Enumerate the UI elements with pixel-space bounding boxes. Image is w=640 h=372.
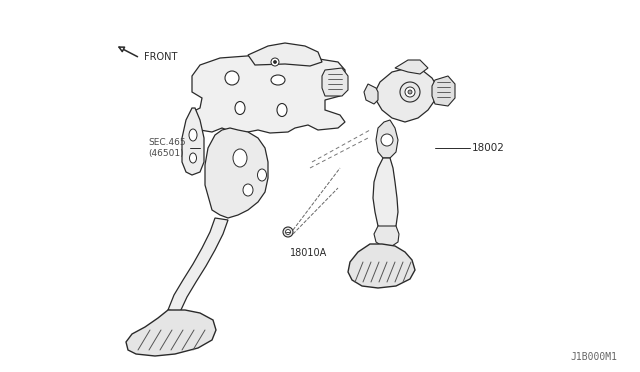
Polygon shape xyxy=(322,68,348,96)
Circle shape xyxy=(225,71,239,85)
Ellipse shape xyxy=(277,103,287,116)
Polygon shape xyxy=(376,120,398,158)
Ellipse shape xyxy=(189,129,197,141)
Polygon shape xyxy=(348,244,415,288)
Circle shape xyxy=(283,227,293,237)
Ellipse shape xyxy=(243,184,253,196)
Circle shape xyxy=(271,58,279,66)
Polygon shape xyxy=(364,84,378,104)
Polygon shape xyxy=(373,158,398,230)
Text: J1B000M1: J1B000M1 xyxy=(570,352,617,362)
Polygon shape xyxy=(168,218,228,312)
Circle shape xyxy=(405,87,415,97)
Ellipse shape xyxy=(189,153,196,163)
Polygon shape xyxy=(374,226,399,246)
Ellipse shape xyxy=(235,102,245,115)
Polygon shape xyxy=(376,68,438,122)
Polygon shape xyxy=(205,128,268,218)
Text: SEC.465
(46501): SEC.465 (46501) xyxy=(148,138,186,158)
Polygon shape xyxy=(126,310,216,356)
Polygon shape xyxy=(395,60,428,74)
Text: FRONT: FRONT xyxy=(144,52,177,62)
Circle shape xyxy=(408,90,412,94)
Circle shape xyxy=(285,230,291,234)
Text: 18010A: 18010A xyxy=(290,248,327,258)
Polygon shape xyxy=(432,76,455,106)
Ellipse shape xyxy=(233,149,247,167)
Polygon shape xyxy=(192,55,345,133)
Circle shape xyxy=(400,82,420,102)
Ellipse shape xyxy=(257,169,266,181)
Polygon shape xyxy=(248,43,322,66)
Text: 18002: 18002 xyxy=(472,143,505,153)
Ellipse shape xyxy=(271,75,285,85)
Circle shape xyxy=(381,134,393,146)
Polygon shape xyxy=(182,108,204,175)
Circle shape xyxy=(273,61,276,64)
